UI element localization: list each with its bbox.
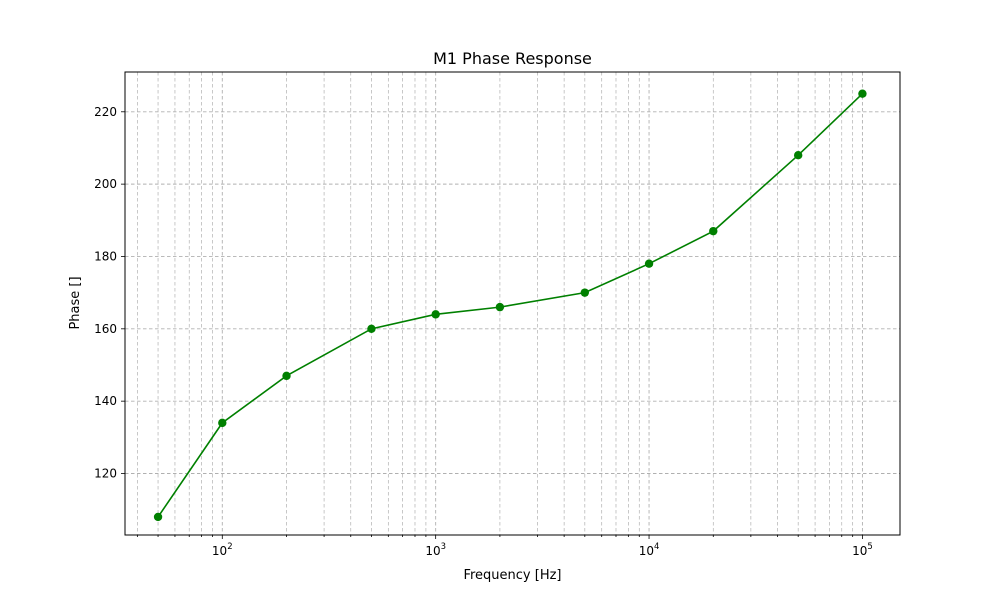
x-axis-ticks: 102 103 104 105 [136,535,873,558]
data-point [153,512,163,522]
data-point [793,150,803,160]
y-tick-label: 120 [94,467,117,481]
y-axis-label: Phase [] [68,276,83,329]
data-point [282,371,291,381]
plot-area [124,71,901,536]
data-series [153,89,867,522]
data-point [218,418,227,428]
y-axis-ticks: 120 140 160 180 200 220 [94,105,125,481]
y-tick-label: 160 [94,322,117,336]
series-line [157,93,863,518]
chart-title: M1 Phase Response [433,49,592,68]
x-tick-label: 105 [852,542,873,558]
y-tick-label: 140 [94,394,117,408]
data-point [580,288,590,297]
data-point [495,302,505,312]
x-tick-label: 102 [212,542,233,558]
x-axis-label: Frequency [Hz] [463,568,561,583]
y-tick-label: 200 [94,177,117,191]
grid-lines [125,72,900,535]
x-tick-label: 104 [639,542,660,558]
data-point [644,259,654,268]
data-point [858,89,867,98]
y-tick-label: 220 [94,105,117,119]
data-point [709,226,718,236]
x-tick-label: 103 [425,542,446,558]
data-point [367,324,376,334]
y-tick-label: 180 [94,249,117,263]
data-point [431,310,440,319]
